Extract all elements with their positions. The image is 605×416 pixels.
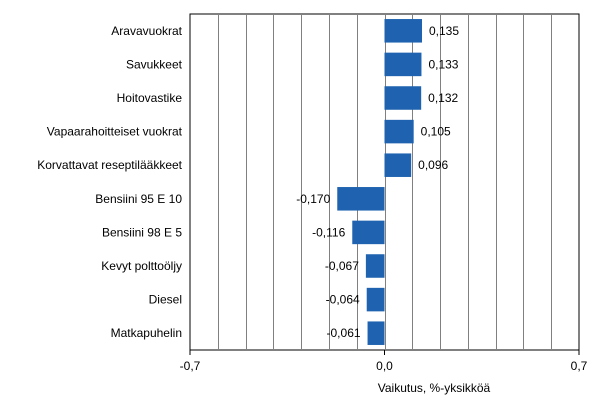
bar: [352, 220, 385, 245]
data-label: 0,135: [429, 24, 459, 38]
category-label: Bensiini 95 E 10: [95, 192, 182, 206]
x-axis-ticks: -0,7 0,0 0,7: [180, 350, 588, 373]
bar: [384, 19, 423, 43]
category-label: Kevyt polttoöljy: [101, 259, 182, 273]
data-label: 0,132: [428, 91, 458, 105]
value-labels: 0,135 0,133 0,132 0,105 0,096 -0,170 -0,116 -0,…: [296, 24, 459, 340]
category-labels: Aravavuokrat Savukkeet Hoitovastike Vapaara…: [37, 24, 182, 340]
bar: [384, 52, 422, 77]
bar: [365, 254, 385, 278]
data-label: -0,067: [325, 259, 359, 273]
bars: [337, 19, 423, 345]
category-label: Korvattavat reseptilääkkeet: [37, 158, 182, 172]
category-label: Matkapuhelin: [111, 326, 182, 340]
x-tick-label: 0,0: [376, 359, 393, 373]
data-label: 0,105: [421, 125, 451, 139]
data-label: -0,061: [327, 326, 361, 340]
category-label: Diesel: [149, 293, 182, 307]
data-label: -0,116: [312, 225, 345, 239]
category-label: Aravavuokrat: [111, 24, 182, 38]
x-tick-label: -0,7: [180, 359, 201, 373]
data-label: -0,064: [326, 293, 360, 307]
bar: [384, 86, 422, 110]
bar: [366, 287, 385, 312]
data-label: 0,096: [418, 158, 448, 172]
data-label: -0,170: [296, 192, 330, 206]
category-label: Hoitovastike: [117, 91, 183, 105]
x-tick-label: 0,7: [571, 359, 588, 373]
category-label: Bensiini 98 E 5: [102, 225, 182, 239]
category-label: Vapaarahoitteiset vuokrat: [47, 125, 183, 139]
bar: [384, 153, 412, 177]
grid-lines: [218, 14, 552, 350]
bar: [367, 321, 385, 345]
category-label: Savukkeet: [126, 57, 183, 71]
bar: [337, 187, 385, 211]
x-axis-title: Vaikutus, %-yksikköä: [378, 381, 491, 395]
bar: [384, 119, 414, 144]
data-label: 0,133: [428, 57, 458, 71]
